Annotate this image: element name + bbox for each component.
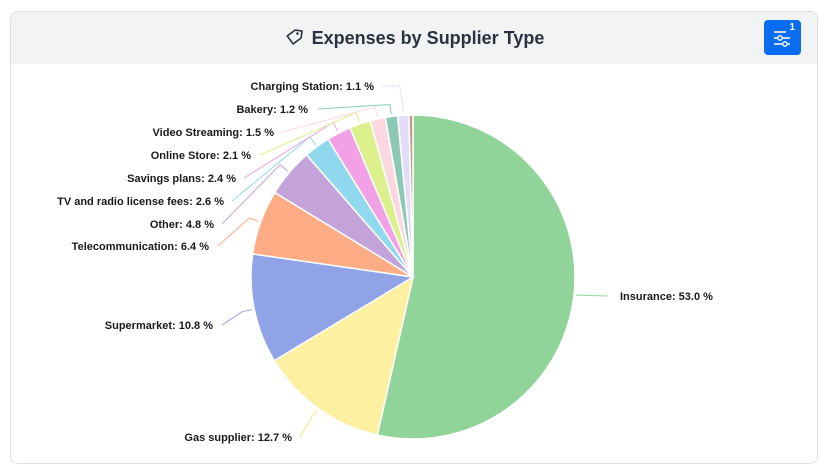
leader-line [221, 164, 289, 225]
title-wrap: Expenses by Supplier Type [11, 12, 817, 64]
pie-slice[interactable] [408, 114, 414, 278]
slice-labels: Insurance: 53.0 % Gas supplier: 12.7 % Sup… [57, 81, 713, 444]
leader-line [299, 409, 318, 438]
slice-label: Telecommunication: 6.4 % [72, 241, 210, 253]
pie-slice[interactable] [273, 275, 415, 436]
slice-label: Video Streaming: 1.5 % [153, 127, 275, 139]
tag-icon [284, 28, 304, 48]
leader-line [221, 309, 253, 326]
pie-slice[interactable] [250, 253, 416, 362]
slice-label: Gas supplier: 12.7 % [184, 432, 292, 444]
sliders-icon [774, 31, 790, 47]
filter-button[interactable]: 1 [764, 20, 801, 55]
leader-line [575, 294, 609, 297]
leader-line [281, 106, 378, 133]
slice-label: Other: 4.8 % [150, 219, 214, 231]
slice-label: Bakery: 1.2 % [236, 104, 308, 116]
filter-count-badge: 1 [789, 22, 795, 33]
slice-label: Charging Station: 1.1 % [251, 81, 375, 93]
leader-line [317, 104, 392, 115]
page-title: Expenses by Supplier Type [311, 27, 545, 48]
leader-line [382, 85, 404, 114]
leader-line [217, 217, 259, 247]
leader-lines [217, 85, 609, 438]
slice-label: Supermarket: 10.8 % [105, 320, 213, 332]
pie-slice[interactable] [376, 114, 576, 440]
slice-label: TV and radio license fees: 2.6 % [57, 196, 224, 208]
slice-label: Insurance: 53.0 % [620, 291, 713, 303]
pie-slices [250, 114, 576, 440]
card-header: Expenses by Supplier Type 1 [11, 12, 817, 64]
slice-label: Online Store: 2.1 % [151, 150, 251, 162]
slice-label: Savings plans: 2.4 % [127, 173, 236, 185]
